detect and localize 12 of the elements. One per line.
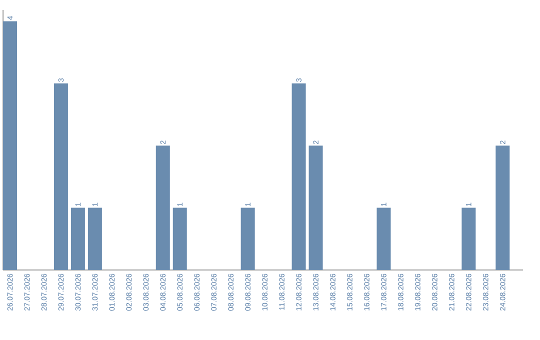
bar <box>240 208 255 270</box>
bar <box>54 83 68 270</box>
bar <box>462 208 476 270</box>
bar <box>292 83 306 270</box>
bar <box>172 208 187 270</box>
bar <box>88 208 102 270</box>
bar <box>308 146 323 270</box>
bar <box>3 21 17 270</box>
bar <box>376 208 391 270</box>
bar <box>70 208 85 270</box>
bar <box>496 146 510 270</box>
bar <box>156 146 170 270</box>
